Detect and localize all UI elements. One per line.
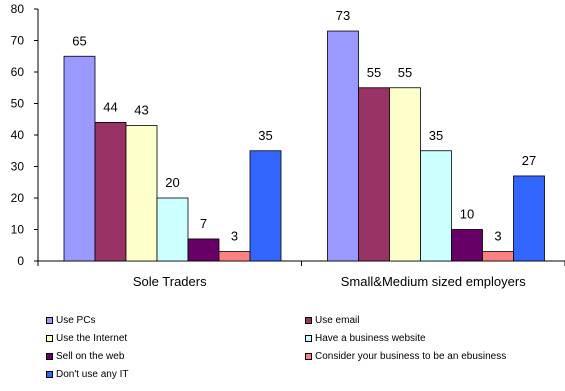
bar bbox=[125, 125, 158, 262]
bar bbox=[156, 197, 189, 262]
bar bbox=[451, 229, 483, 262]
y-tick-label: 40 bbox=[11, 128, 25, 142]
bar bbox=[482, 251, 514, 262]
y-tick-label: 20 bbox=[11, 191, 25, 205]
x-category-label: Sole Traders bbox=[133, 274, 207, 289]
y-tick-label: 0 bbox=[17, 254, 24, 268]
y-tick-label: 30 bbox=[11, 160, 25, 174]
data-label: 35 bbox=[429, 128, 443, 143]
y-tick-label: 70 bbox=[11, 34, 25, 48]
y-tick-label: 10 bbox=[11, 223, 25, 237]
y-tick-label: 80 bbox=[11, 2, 25, 16]
bar bbox=[249, 150, 282, 262]
data-label: 10 bbox=[460, 207, 474, 222]
data-label: 35 bbox=[258, 128, 272, 143]
bar bbox=[218, 251, 251, 262]
data-label: 43 bbox=[134, 103, 148, 118]
y-tick-label: 60 bbox=[11, 65, 25, 79]
bar bbox=[94, 122, 127, 262]
data-label: 20 bbox=[165, 175, 179, 190]
data-label: 7 bbox=[200, 216, 207, 231]
bar bbox=[358, 87, 390, 262]
data-label: 55 bbox=[398, 65, 412, 80]
bar bbox=[389, 87, 421, 262]
bar bbox=[63, 55, 96, 262]
data-label: 73 bbox=[336, 8, 350, 23]
bar bbox=[327, 30, 359, 262]
data-label: 3 bbox=[494, 229, 501, 244]
bar bbox=[187, 238, 220, 262]
bar bbox=[513, 175, 545, 262]
data-label: 3 bbox=[231, 229, 238, 244]
data-label: 44 bbox=[103, 99, 117, 114]
x-category-label: Small&Medium sized employers bbox=[341, 274, 526, 289]
y-tick-label: 50 bbox=[11, 97, 25, 111]
data-label: 65 bbox=[72, 33, 86, 48]
bar bbox=[420, 150, 452, 262]
data-label: 55 bbox=[367, 65, 381, 80]
data-label: 27 bbox=[522, 153, 536, 168]
